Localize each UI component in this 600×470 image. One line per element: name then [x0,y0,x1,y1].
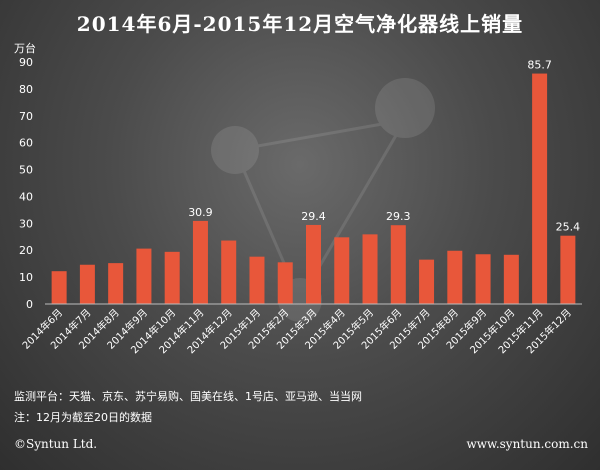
bar [277,262,293,304]
y-tick-label: 30 [19,217,33,230]
bar [221,240,237,304]
data-note: 注：12月为截至20日的数据 [14,411,152,424]
bar [136,248,152,304]
y-tick-label: 90 [19,56,33,69]
bar [532,73,548,304]
data-label: 29.4 [301,210,326,223]
bar [108,263,124,304]
y-tick-label: 40 [19,190,33,203]
bar [503,254,519,304]
bar [334,237,350,304]
data-label: 30.9 [188,206,213,219]
y-tick-label: 0 [26,298,33,311]
copyright: ©Syntun Ltd. [14,437,98,451]
data-label: 25.4 [556,221,581,234]
y-tick-label: 80 [19,83,33,96]
data-label: 85.7 [527,59,552,72]
website: www.syntun.com.cn [466,437,588,451]
y-tick-label: 50 [19,164,33,177]
bar [390,225,406,304]
y-axis: 0 10 20 30 40 50 60 70 80 90 [19,56,33,311]
y-tick-label: 60 [19,137,33,150]
bar [560,235,576,304]
bar [164,251,180,304]
bar [306,224,321,304]
bars: 30.9 29.4 29.3 85.7 25.4 [51,59,581,304]
y-tick-label: 20 [19,244,33,257]
bar [51,271,67,304]
bar [447,250,463,304]
bar [79,264,95,304]
bar [249,256,265,304]
y-tick-label: 70 [19,110,33,123]
y-tick-label: 10 [19,271,33,284]
bar [192,220,208,304]
data-label: 29.3 [386,210,411,223]
source-note: 监测平台：天猫、京东、苏宁易购、国美在线、1号店、亚马逊、当当网 [14,390,362,403]
bar [475,254,491,304]
chart-title: 2014年6月-2015年12月空气净化器线上销量 [76,12,524,36]
y-axis-unit: 万台 [14,42,36,55]
bar [362,234,378,304]
bar [419,259,435,304]
